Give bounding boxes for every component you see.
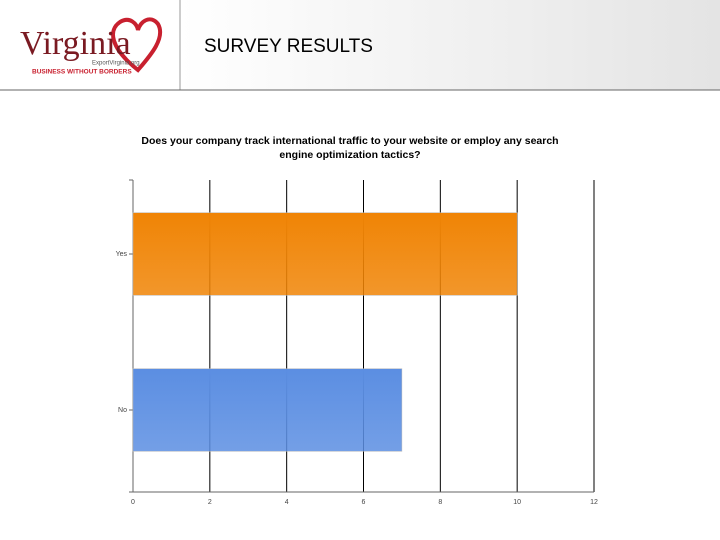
logo-tagline: BUSINESS WITHOUT BORDERS (32, 69, 132, 76)
logo-heart (111, 17, 162, 73)
x-tick-label: 2 (208, 499, 212, 506)
x-tick-label: 0 (131, 499, 135, 506)
x-tick-label: 12 (590, 499, 598, 506)
logo-text: Virginia (20, 25, 131, 62)
y-tick-label: No (118, 407, 127, 414)
chart-title: Does your company track international tr… (141, 135, 559, 161)
slide-title: SURVEY RESULTS (204, 36, 373, 57)
x-tick-label: 10 (513, 499, 521, 506)
bar (132, 368, 403, 452)
bar (132, 212, 518, 296)
header-band (180, 0, 720, 90)
x-tick-label: 6 (362, 499, 366, 506)
chart-title-box: Does your company track international tr… (141, 135, 559, 161)
y-tick-label: Yes (116, 251, 128, 258)
x-tick-label: 8 (438, 499, 442, 506)
x-tick-label: 4 (285, 499, 289, 506)
logo-site: ExportVirginia.org (92, 61, 140, 67)
